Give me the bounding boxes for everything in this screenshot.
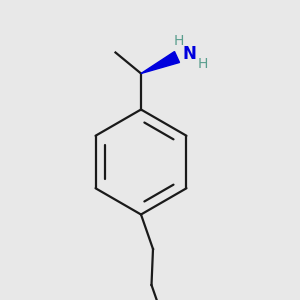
Text: N: N <box>183 45 196 63</box>
Text: H: H <box>173 34 184 48</box>
Polygon shape <box>141 52 179 74</box>
Text: H: H <box>197 57 208 70</box>
